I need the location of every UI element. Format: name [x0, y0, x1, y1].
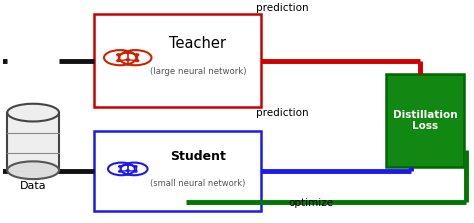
FancyBboxPatch shape	[94, 131, 262, 211]
Circle shape	[127, 170, 129, 171]
Circle shape	[117, 60, 120, 62]
FancyBboxPatch shape	[386, 74, 464, 167]
Circle shape	[117, 54, 120, 56]
Ellipse shape	[7, 161, 59, 179]
Text: Teacher: Teacher	[169, 36, 227, 51]
Circle shape	[136, 54, 139, 56]
Circle shape	[134, 171, 137, 172]
Circle shape	[136, 60, 139, 62]
Circle shape	[126, 59, 129, 60]
Circle shape	[134, 166, 137, 167]
Ellipse shape	[7, 104, 59, 122]
Text: Distillation
Loss: Distillation Loss	[393, 109, 457, 131]
FancyBboxPatch shape	[94, 14, 262, 107]
Text: (small neural network): (small neural network)	[150, 179, 246, 188]
Circle shape	[127, 164, 129, 165]
Text: optimize: optimize	[288, 198, 333, 209]
FancyBboxPatch shape	[7, 113, 59, 170]
Text: (large neural network): (large neural network)	[150, 67, 246, 76]
Circle shape	[126, 52, 129, 54]
Text: Data: Data	[20, 181, 46, 191]
Text: Student: Student	[170, 151, 226, 163]
Text: prediction: prediction	[256, 108, 309, 118]
Circle shape	[118, 171, 121, 172]
Text: prediction: prediction	[256, 3, 309, 13]
Circle shape	[118, 166, 121, 167]
